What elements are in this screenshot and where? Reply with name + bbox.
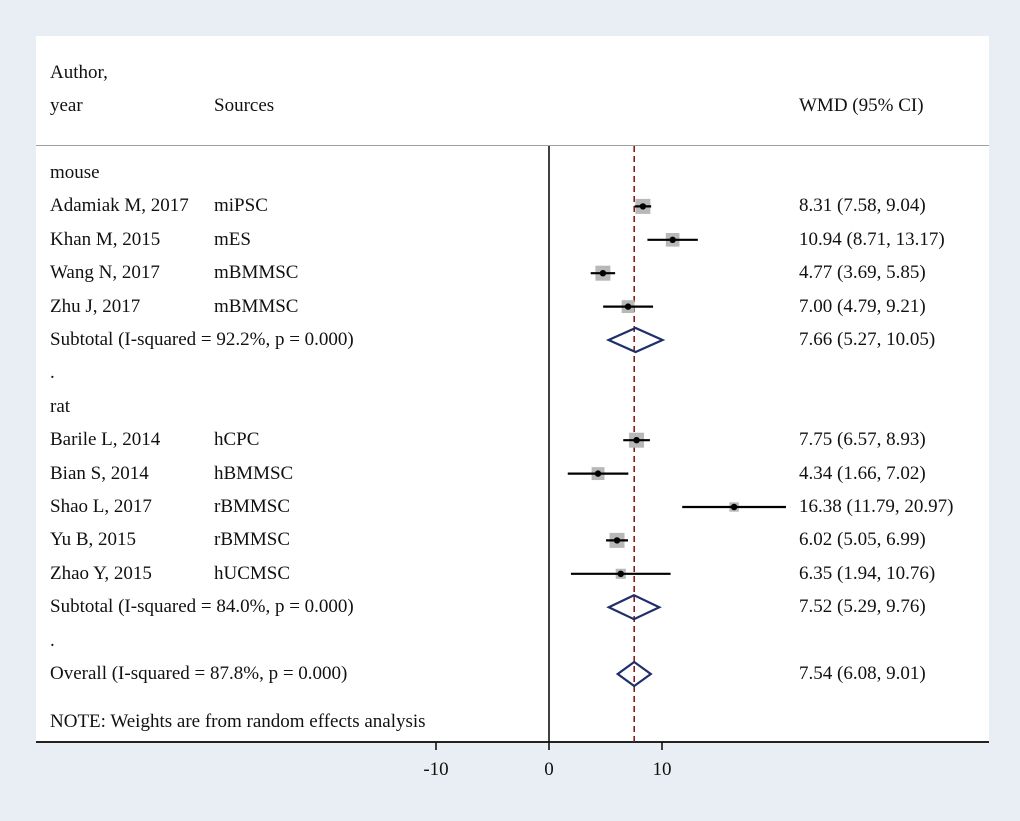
x-tick-label: -10 [423,759,448,780]
study-author: Khan M, 2015 [50,228,161,250]
study-source: miPSC [214,195,268,217]
study-author: Yu B, 2015 [50,529,137,551]
point-estimate [599,270,607,277]
overall-diamond [615,660,653,688]
study-source: rBMMSC [214,529,291,551]
point-estimate [669,236,676,243]
study-ci-text: 7.00 (4.79, 9.21) [799,295,926,317]
subtotal-label: Subtotal (I-squared = 92.2%, p = 0.000) [50,329,354,350]
study-source: mBMMSC [214,262,299,284]
study-ci-text: 4.34 (1.66, 7.02) [799,462,926,484]
point-estimate [730,503,738,511]
study-author: Adamiak M, 2017 [50,195,189,217]
x-tick-label: 0 [544,759,554,780]
point-estimate [624,303,632,310]
study-author: Wang N, 2017 [50,262,160,284]
point-estimate [613,537,621,544]
study-source: hBMMSC [214,462,294,484]
study-author: Barile L, 2014 [50,429,161,451]
spacer-dot: . [50,629,55,651]
study-author: Shao L, 2017 [50,496,152,517]
study-source: rBMMSC [214,496,291,517]
study-source: hUCMSC [214,562,291,584]
subtotal-diamond [605,326,666,354]
study-source: mES [214,228,251,250]
study-ci-text: 4.77 (3.69, 5.85) [799,262,926,284]
study-ci-text: 7.75 (6.57, 8.93) [799,429,926,451]
subtotal-ci-text: 7.52 (5.29, 9.76) [799,596,926,618]
x-tick-label: 10 [653,759,672,780]
point-estimate [594,470,602,477]
header-sources: Sources [214,95,275,116]
overall-ci-text: 7.54 (6.08, 9.01) [799,663,926,684]
plot-area [36,36,989,742]
study-ci-text: 6.02 (5.05, 6.99) [799,529,926,551]
subtotal-label: Subtotal (I-squared = 84.0%, p = 0.000) [50,596,354,618]
group-label: rat [50,395,71,417]
study-ci-text: 8.31 (7.58, 9.04) [799,195,926,217]
header-author: Author, [50,62,108,83]
weights-note: NOTE: Weights are from random effects an… [50,711,426,732]
study-source: mBMMSC [214,295,299,317]
header-year: year [50,95,83,116]
point-estimate [633,437,640,444]
overall-label: Overall (I-squared = 87.8%, p = 0.000) [50,663,348,684]
study-author: Bian S, 2014 [50,462,149,484]
study-ci-text: 10.94 (8.71, 13.17) [799,228,945,250]
point-estimate [617,570,624,577]
header-effect: WMD (95% CI) [799,95,924,116]
subtotal-diamond [606,593,662,621]
x-axis-line [36,741,989,743]
subtotal-ci-text: 7.66 (5.27, 10.05) [799,329,936,350]
header-divider [36,145,989,146]
study-author: Zhu J, 2017 [50,295,141,317]
study-author: Zhao Y, 2015 [50,562,152,584]
study-ci-text: 6.35 (1.94, 10.76) [799,562,936,584]
spacer-dot: . [50,362,55,384]
study-ci-text: 16.38 (11.79, 20.97) [799,496,954,517]
group-label: mouse [50,162,100,183]
point-estimate [639,203,647,210]
study-source: hCPC [214,429,260,451]
